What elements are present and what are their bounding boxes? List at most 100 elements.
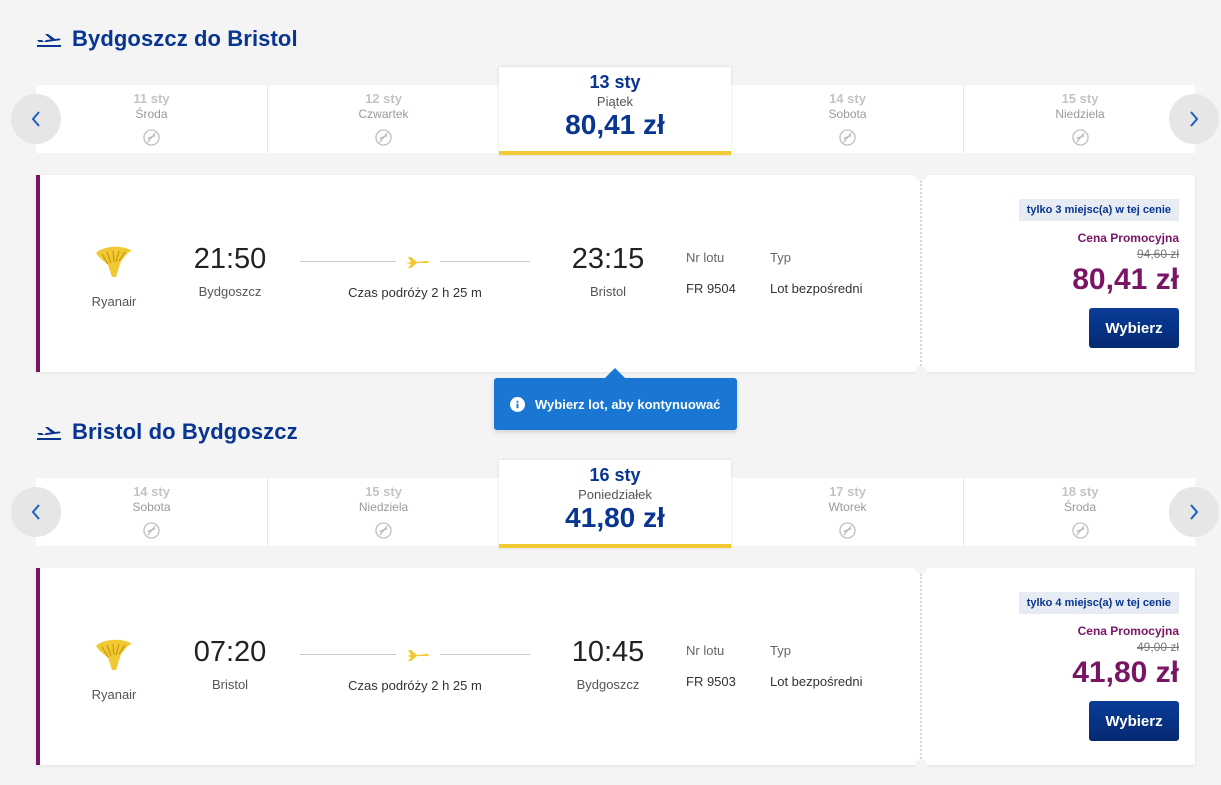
departure-plane-icon	[37, 34, 61, 47]
departure-city: Bydgoszcz	[198, 284, 262, 299]
outbound-selected-date[interactable]: 13 sty Piątek 80,41 zł	[499, 67, 731, 155]
selected-date-price: 80,41 zł	[565, 109, 665, 140]
date-label: 17 sty	[829, 484, 866, 499]
inbound-date-option[interactable]: 14 sty Sobota	[36, 478, 268, 546]
select-flight-button[interactable]: Wybierz	[1089, 308, 1179, 348]
outbound-date-option[interactable]: 11 sty Środa	[36, 85, 268, 153]
departure-info: 07:20 Bristol	[184, 636, 276, 692]
chevron-left-icon	[31, 111, 40, 127]
card-divider	[920, 574, 922, 759]
inbound-next-dates-button[interactable]	[1169, 487, 1219, 537]
tooltip-text: Wybierz lot, aby kontynuować	[535, 396, 721, 412]
departure-time: 21:50	[193, 243, 267, 275]
chevron-left-icon	[31, 504, 40, 520]
flight-price: 80,41 zł	[1072, 263, 1179, 296]
outbound-flight-card[interactable]: Ryanair 21:50 Bydgoszcz Czas podróży 2 h…	[36, 169, 1195, 378]
inbound-selected-date[interactable]: 16 sty Poniedziałek 41,80 zł	[499, 460, 731, 548]
inbound-date-option[interactable]: 15 sty Niedziela	[268, 478, 500, 546]
weekday-label: Czwartek	[358, 107, 409, 121]
route-line	[300, 261, 396, 262]
inbound-flight-card[interactable]: Ryanair 07:20 Bristol Czas podróży 2 h 2…	[36, 562, 1195, 771]
ryanair-logo-icon	[96, 639, 132, 670]
flight-price: 41,80 zł	[1072, 656, 1179, 689]
departure-city: Bristol	[211, 677, 249, 692]
selected-date-label: 16 sty	[589, 465, 641, 485]
outbound-header: Bydgoszcz do Bristol	[36, 26, 298, 52]
no-flight-icon	[1071, 129, 1089, 146]
arrival-time: 23:15	[571, 243, 645, 275]
card-notch	[915, 169, 927, 181]
outbound-date-option[interactable]: 12 sty Czwartek	[268, 85, 500, 153]
date-label: 14 sty	[133, 484, 170, 499]
plane-icon	[406, 257, 429, 268]
no-flight-icon	[375, 522, 392, 539]
route-line	[300, 654, 396, 655]
seats-left-badge: tylko 4 miejsc(a) w tej cenie	[1018, 592, 1179, 614]
selected-date-price: 41,80 zł	[565, 502, 665, 533]
arrival-info: 10:45 Bydgoszcz	[562, 636, 654, 692]
weekday-label: Sobota	[132, 500, 171, 514]
no-flight-icon	[839, 129, 856, 146]
flight-number: FR 9503	[686, 674, 736, 689]
plane-icon	[406, 650, 429, 661]
weekday-label: Środa	[135, 107, 168, 121]
inbound-date-option[interactable]: 17 sty Wtorek	[732, 478, 964, 546]
weekday-label: Sobota	[828, 107, 867, 121]
arrival-time: 10:45	[571, 636, 645, 668]
outbound-date-option[interactable]: 14 sty Sobota	[732, 85, 964, 153]
inbound-header: Bristol do Bydgoszcz	[36, 419, 298, 445]
old-price: 94,60 zł	[1136, 247, 1179, 261]
card-divider	[920, 181, 922, 366]
flight-number: FR 9504	[686, 281, 736, 296]
flight-type-label: Typ	[770, 643, 791, 658]
card-notch	[915, 759, 927, 771]
flight-type-label: Typ	[770, 250, 791, 265]
inbound-prev-dates-button[interactable]	[11, 487, 61, 537]
route-line	[440, 261, 530, 262]
flight-number-label: Nr lotu	[686, 250, 725, 265]
select-flight-button[interactable]: Wybierz	[1089, 701, 1179, 741]
departure-plane-icon	[37, 427, 61, 440]
card-notch	[915, 366, 927, 378]
outbound-date-option[interactable]: 15 sty Niedziela	[964, 85, 1196, 153]
select-flight-tooltip: Wybierz lot, aby kontynuować	[494, 368, 737, 430]
chevron-right-icon	[1190, 111, 1199, 127]
departure-info: 21:50 Bydgoszcz	[184, 243, 276, 299]
selected-weekday-label: Piątek	[596, 94, 634, 109]
date-label: 14 sty	[829, 91, 866, 106]
weekday-label: Środa	[1063, 500, 1097, 514]
airline: Ryanair	[88, 638, 140, 702]
selected-weekday-label: Poniedziałek	[578, 487, 652, 502]
info-icon	[510, 396, 525, 412]
no-flight-icon	[143, 522, 160, 539]
flight-duration: Czas podróży 2 h 25 m	[348, 678, 482, 693]
outbound-prev-dates-button[interactable]	[11, 94, 61, 144]
seats-left-badge: tylko 3 miejsc(a) w tej cenie	[1018, 199, 1179, 221]
card-notch	[915, 562, 927, 574]
arrival-city: Bydgoszcz	[576, 677, 640, 692]
no-flight-icon	[839, 522, 856, 539]
date-label: 15 sty	[365, 484, 402, 499]
arrival-city: Bristol	[589, 284, 627, 299]
outbound-next-dates-button[interactable]	[1169, 94, 1219, 144]
date-label: 11 sty	[133, 91, 170, 106]
arrival-info: 23:15 Bristol	[562, 243, 654, 299]
flight-duration: Czas podróży 2 h 25 m	[348, 285, 482, 300]
ryanair-logo-icon	[96, 246, 132, 277]
date-label: 12 sty	[365, 91, 402, 106]
airline-name: Ryanair	[91, 687, 137, 702]
weekday-label: Niedziela	[358, 500, 409, 514]
departure-time: 07:20	[193, 636, 267, 668]
no-flight-icon	[375, 129, 392, 146]
flight-type: Lot bezpośredni	[770, 674, 863, 689]
no-flight-icon	[1071, 522, 1089, 539]
selected-date-label: 13 sty	[589, 72, 641, 92]
weekday-label: Niedziela	[1055, 107, 1105, 121]
route-line	[440, 654, 530, 655]
flight-number-label: Nr lotu	[686, 643, 725, 658]
inbound-title: Bristol do Bydgoszcz	[72, 419, 298, 444]
airline: Ryanair	[88, 245, 140, 309]
chevron-right-icon	[1190, 504, 1199, 520]
inbound-date-option[interactable]: 18 sty Środa	[964, 478, 1196, 546]
weekday-label: Wtorek	[828, 500, 867, 514]
